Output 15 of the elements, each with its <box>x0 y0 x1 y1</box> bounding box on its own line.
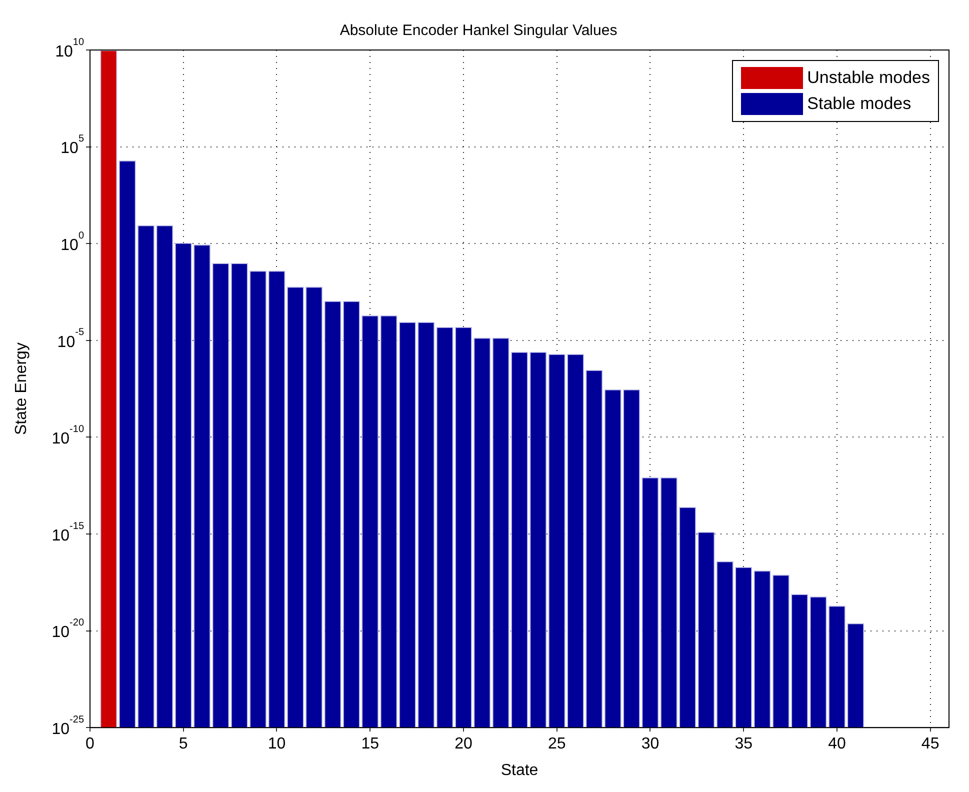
x-tick-label: 30 <box>641 736 660 753</box>
x-tick-label: 10 <box>268 736 286 753</box>
x-tick-label: 40 <box>828 736 846 753</box>
x-tick-label: 0 <box>86 736 95 753</box>
x-tick-label: 15 <box>361 736 380 753</box>
legend-label: Unstable modes <box>807 68 930 88</box>
chart-title: Absolute Encoder Hankel Singular Values <box>340 22 618 40</box>
x-tick-label: 25 <box>548 736 566 753</box>
x-tick-label: 35 <box>734 736 753 753</box>
legend-label: Stable modes <box>807 94 912 114</box>
y-axis-title: State Energy <box>13 342 30 436</box>
x-axis-title: State <box>500 762 538 779</box>
x-tick-label: 45 <box>921 736 940 753</box>
x-tick-label: 20 <box>454 736 472 753</box>
x-tick-label: 5 <box>178 736 188 753</box>
